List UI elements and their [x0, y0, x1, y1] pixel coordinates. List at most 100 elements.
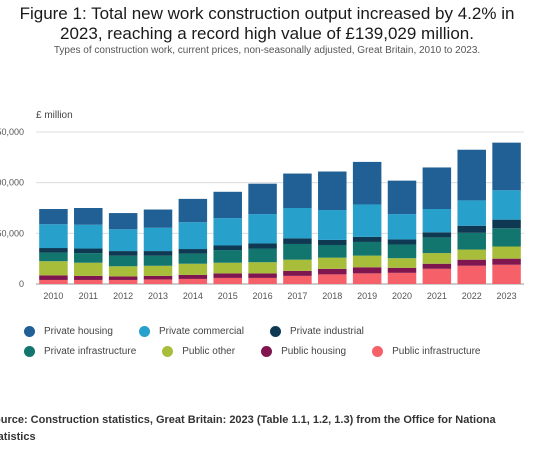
bar-segment	[457, 259, 486, 266]
bar-segment	[422, 167, 452, 210]
bar-segment	[74, 248, 103, 254]
bar-segment	[108, 229, 138, 252]
bar-segment	[387, 272, 417, 284]
bar-segment	[74, 224, 103, 249]
legend-label: Private housing	[44, 326, 113, 337]
legend-swatch	[162, 346, 174, 357]
bar-segment	[457, 249, 486, 260]
bar-segment	[422, 263, 452, 269]
bar-segment	[39, 252, 68, 262]
legend-item: Private infrastructure	[24, 346, 136, 357]
bar-segment	[178, 249, 208, 254]
bar-segment	[143, 227, 173, 252]
y-tick-label: 0	[19, 279, 24, 289]
bar-segment	[283, 173, 312, 208]
bar-segment	[74, 262, 103, 276]
bar-segment	[108, 279, 138, 284]
bar-segment	[39, 248, 68, 253]
bar-segment	[283, 270, 312, 276]
bar-segment	[492, 264, 521, 284]
bar-segment	[422, 209, 452, 233]
chart-title: Figure 1: Total new work construction ou…	[19, 4, 515, 43]
bar-segment	[283, 208, 312, 239]
bar-segment	[457, 200, 486, 226]
y-axis-label: £ million	[36, 110, 73, 121]
x-tick-label: 2014	[183, 291, 203, 301]
bar-segment	[352, 161, 382, 205]
bar-segment	[143, 279, 173, 284]
bar-segment	[318, 257, 347, 269]
legend-swatch	[24, 346, 35, 357]
legend-swatch	[269, 326, 281, 337]
x-tick-label: 2012	[113, 291, 133, 301]
x-tick-label: 2020	[392, 291, 412, 301]
bar-segment	[318, 171, 347, 211]
bar-segment	[422, 232, 452, 238]
bar-segment	[74, 253, 103, 263]
legend-item: Public housing	[261, 346, 346, 357]
bar-segment	[143, 265, 173, 276]
bar-segment	[283, 238, 312, 244]
bar-segment	[387, 239, 417, 245]
x-tick-label: 2016	[253, 291, 273, 301]
bar-segment	[422, 268, 452, 284]
bar-segment	[74, 275, 103, 280]
bar-segment	[422, 253, 452, 264]
bar-segment	[492, 228, 521, 247]
bar-segment	[457, 232, 486, 250]
bar-segment	[283, 275, 312, 284]
bar-segment	[248, 243, 277, 249]
x-tick-label: 2023	[497, 291, 517, 301]
bar-segment	[143, 209, 173, 228]
bar-segment	[283, 243, 312, 260]
legend-swatch	[24, 326, 35, 337]
legend-label: Public other	[182, 346, 236, 357]
bar-segment	[178, 274, 208, 279]
legend-item: Private industrial	[269, 326, 364, 337]
bar-segment	[352, 267, 382, 274]
x-tick-label: 2017	[287, 291, 307, 301]
legend-item: Public infrastructure	[372, 346, 481, 357]
bar-segment	[178, 222, 208, 250]
bar-segment	[248, 277, 277, 284]
bar-segment	[248, 273, 277, 278]
bar-segment	[387, 267, 417, 273]
bar-segment	[352, 204, 382, 237]
x-tick-label: 2013	[148, 291, 168, 301]
x-tick-label: 2018	[322, 291, 342, 301]
bar-segment	[318, 244, 347, 258]
x-tick-label: 2010	[43, 291, 63, 301]
bar-segment	[39, 275, 68, 280]
bar-segment	[352, 236, 382, 242]
bar-segment	[143, 255, 173, 266]
bar-segment	[74, 279, 103, 284]
legend-label: Public infrastructure	[392, 346, 481, 357]
bar-segment	[492, 219, 521, 229]
bar-segment	[457, 149, 486, 201]
bar-segment	[39, 279, 68, 284]
legend-swatch	[138, 326, 150, 337]
y-tick-label: 50,000	[0, 228, 24, 238]
legend-label: Private industrial	[289, 326, 364, 337]
bar-segment	[352, 241, 382, 256]
bar-segment	[143, 275, 173, 280]
bar-segment	[74, 208, 103, 225]
bar-segment	[457, 225, 486, 233]
bar-segment	[387, 258, 417, 268]
bar-segment	[492, 258, 521, 265]
bar-segment	[178, 253, 208, 264]
bar-segment	[178, 263, 208, 275]
bar-segment	[248, 183, 277, 215]
bar-segment	[318, 268, 347, 275]
bar-segment	[387, 180, 417, 215]
legend-swatch	[372, 346, 384, 357]
bar-segment	[387, 214, 417, 240]
x-tick-label: 2022	[462, 291, 482, 301]
y-tick-labels: 0 50,000 100,000 150,000	[0, 127, 24, 289]
bar-segment	[108, 213, 138, 230]
bar-segment	[108, 251, 138, 256]
bar-segment	[213, 191, 242, 219]
bar-segment	[213, 218, 242, 246]
bar-segment	[352, 273, 382, 284]
bar-segment	[422, 237, 452, 254]
